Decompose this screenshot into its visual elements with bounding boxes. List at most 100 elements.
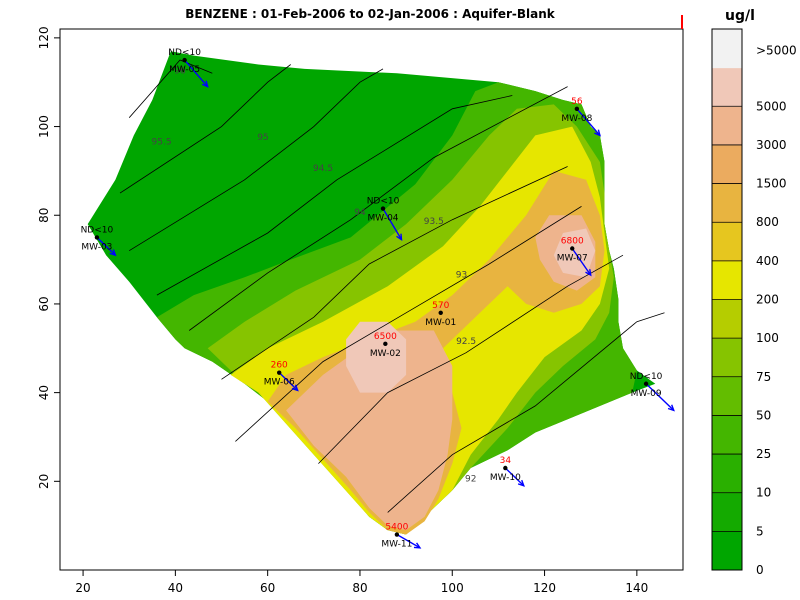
- color-legend: ug/l 0 5 10 25 50 75 100 200 400 800 1500 3000 5000 >…: [711, 8, 797, 577]
- legend-swatch: [712, 260, 742, 300]
- legend-tick-label: 800: [756, 215, 779, 229]
- x-tick-label: 60: [260, 581, 275, 595]
- well-concentration: 6500: [374, 332, 397, 342]
- well-name: MW-06: [264, 378, 295, 388]
- flow-arrow: [96, 236, 116, 256]
- flow-arrow: [184, 59, 209, 88]
- well-name: MW-09: [631, 389, 662, 399]
- x-tick-label: 120: [533, 581, 556, 595]
- well-mw-02: 6500 MW-02: [370, 332, 401, 359]
- x-tick-label: 20: [75, 581, 90, 595]
- well-mw-01: 570 MW-01: [425, 301, 456, 328]
- contour-label-93.5: 93.5: [424, 217, 444, 227]
- well-name: MW-03: [81, 242, 112, 252]
- well-mw-06: 260 MW-06: [264, 361, 299, 392]
- well-name: MW-10: [490, 473, 521, 483]
- y-tick-label: 80: [37, 208, 51, 223]
- legend-tick-label: >5000: [756, 43, 797, 57]
- legend-tick-label: 400: [756, 254, 779, 268]
- legend-swatch: [712, 454, 742, 494]
- concentration-field: [87, 51, 656, 535]
- well-point: [394, 532, 400, 537]
- flow-arrowhead: [517, 479, 525, 487]
- legend-tick-label: 100: [756, 331, 779, 345]
- well-point: [503, 465, 508, 471]
- contour-95: [128, 68, 384, 252]
- legend-swatch: [712, 531, 742, 571]
- contour-label-96: 96: [174, 66, 186, 76]
- contour-label-95.5: 95.5: [152, 137, 172, 147]
- plot-frame: [59, 28, 684, 571]
- contour-93: [235, 206, 582, 442]
- contour-label-94.5: 94.5: [313, 164, 333, 174]
- legend-tick-label: 5: [756, 524, 764, 538]
- legend-swatch: [712, 299, 742, 339]
- well-concentration: 56: [571, 97, 583, 107]
- legend-tick-label: 0: [756, 563, 764, 577]
- x-tick-label: 100: [441, 581, 464, 595]
- well-point: [380, 206, 386, 211]
- well-point: [438, 310, 443, 316]
- well-concentration: ND<10: [630, 372, 663, 382]
- legend-swatch: [712, 492, 742, 532]
- flow-arrow: [645, 383, 675, 411]
- well-name: MW-02: [370, 349, 401, 359]
- concentration-band-6: [286, 330, 453, 531]
- well-name: MW-08: [561, 114, 592, 124]
- well-name: MW-01: [425, 318, 456, 328]
- well-mw-08: 56 MW-08: [561, 97, 601, 137]
- flow-arrow: [576, 108, 601, 136]
- x-tick-label: 80: [352, 581, 367, 595]
- flow-arrow: [571, 248, 592, 276]
- y-tick-label: 60: [37, 296, 51, 311]
- contour-96: [128, 59, 213, 118]
- contour-label-93: 93: [456, 270, 467, 280]
- contour-label-92.5: 92.5: [456, 337, 476, 347]
- x-axis: 20 40 60 80 100 120 140: [75, 570, 648, 595]
- groundwater-contours: 96 95.5 95 94.5 94 93.5 93 92.5 92: [119, 59, 665, 513]
- well-concentration: 570: [432, 301, 449, 311]
- legend-tick-label: 1500: [756, 177, 787, 191]
- well-mw-09: ND<10 MW-09: [630, 372, 675, 412]
- flow-arrowhead: [201, 80, 209, 88]
- x-tick-label: 140: [625, 581, 648, 595]
- flow-arrow: [278, 372, 299, 391]
- well-point: [182, 57, 187, 63]
- legend-tick-label: 10: [756, 486, 771, 500]
- well-mw-03: ND<10 MW-03: [81, 225, 117, 257]
- y-tick-label: 40: [37, 385, 51, 400]
- well-mw-07: 6800 MW-07: [557, 237, 592, 277]
- well-concentration: ND<10: [367, 197, 400, 207]
- y-axis: 20 40 60 80 100 120: [37, 26, 60, 489]
- well-concentration: 260: [271, 361, 288, 371]
- well-name: MW-07: [557, 254, 588, 264]
- legend-unit-title: ug/l: [725, 8, 755, 24]
- well-name: MW-04: [368, 214, 399, 224]
- legend-swatch: [712, 415, 742, 455]
- legend-swatch: [712, 67, 742, 107]
- legend-swatch: [712, 222, 742, 262]
- contour-93.5: [221, 166, 568, 380]
- chart-title: BENZENE : 01-Feb-2006 to 02-Jan-2006 : A…: [185, 7, 556, 21]
- contour-label-92: 92: [465, 474, 476, 484]
- well-point: [383, 341, 388, 347]
- contour-label-95: 95: [257, 133, 268, 143]
- x-tick-label: 40: [168, 581, 183, 595]
- flow-arrow: [396, 533, 421, 549]
- legend-swatch: [712, 376, 742, 416]
- contour-94.5: [156, 95, 513, 296]
- flow-arrowhead: [667, 404, 675, 412]
- well-point: [277, 370, 282, 375]
- well-point: [643, 381, 649, 386]
- legend-swatch: [712, 144, 742, 185]
- contour-label-94: 94: [354, 208, 366, 218]
- well-concentration: ND<10: [81, 225, 114, 235]
- legend-swatch: [712, 183, 742, 223]
- well-mw-04: ND<10 MW-04: [367, 197, 403, 242]
- contour-92.5: [318, 254, 624, 464]
- flow-arrowhead: [413, 542, 422, 549]
- well-name: MW-05: [169, 65, 200, 75]
- north-marker: [681, 15, 683, 29]
- flow-arrow: [382, 208, 403, 240]
